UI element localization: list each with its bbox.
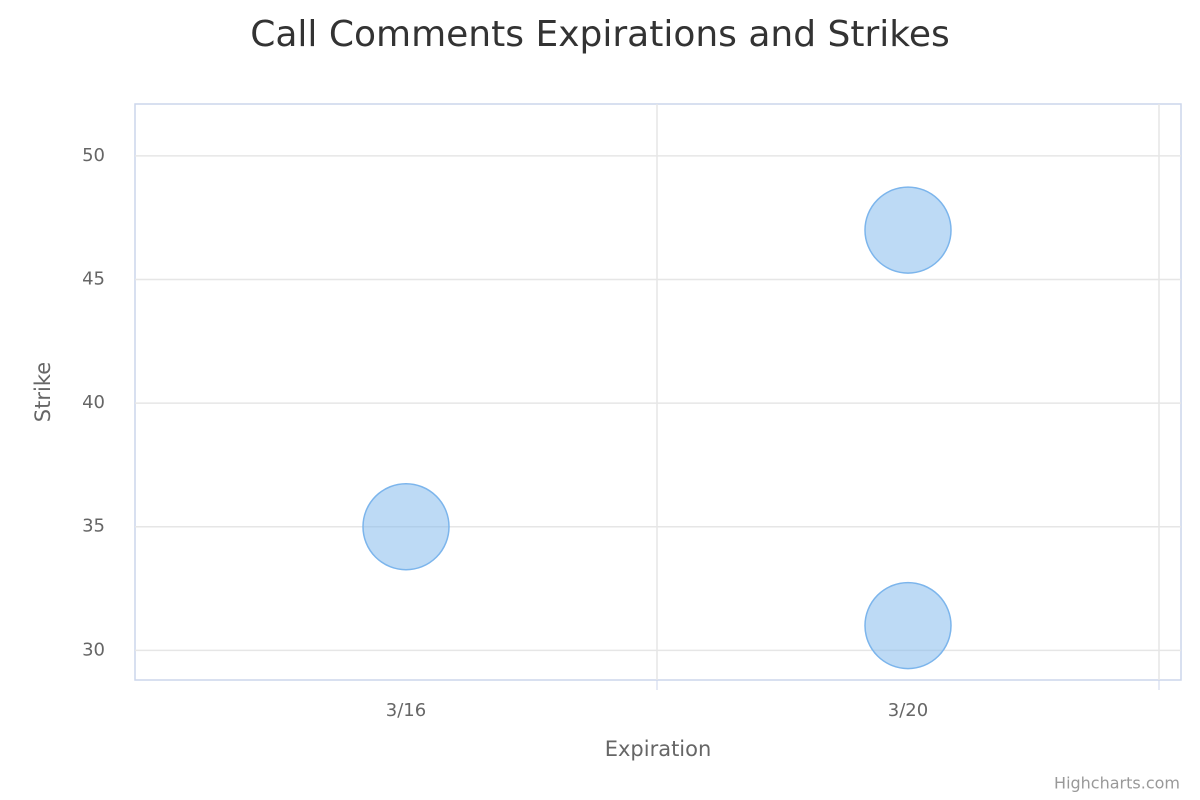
y-tick-label: 40	[82, 392, 105, 413]
bubble	[362, 482, 450, 571]
bubble	[864, 186, 952, 274]
y-tick-label: 30	[82, 639, 105, 660]
chart-title: Call Comments Expirations and Strikes	[250, 14, 950, 55]
credits[interactable]: Highcharts.com	[1054, 774, 1180, 793]
y-tick-label: 45	[82, 269, 105, 290]
bubble	[864, 581, 952, 670]
y-tick-label: 35	[82, 516, 105, 537]
y-axis-title: Strike	[31, 362, 55, 422]
x-tick-label: 3/20	[888, 700, 928, 721]
plot-border	[134, 103, 1182, 681]
y-tick-label: 50	[82, 145, 105, 166]
x-axis-title: Expiration	[605, 737, 712, 761]
x-tick-label: 3/16	[386, 700, 426, 721]
